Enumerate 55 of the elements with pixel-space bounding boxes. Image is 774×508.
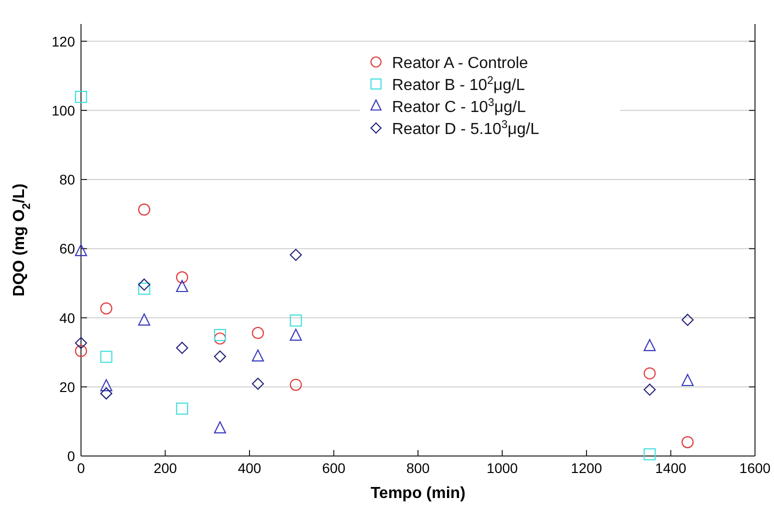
point <box>682 436 694 448</box>
point <box>100 387 112 400</box>
legend-label: Reator D - 5.10$^{3}$μg/L <box>392 119 540 138</box>
point <box>290 378 302 391</box>
y-tick-label: 20 <box>59 378 76 395</box>
point <box>74 344 88 357</box>
legend-label: Reator C - 10$^{3}$μg/L <box>392 97 526 116</box>
y-tick-label: 120 <box>52 33 76 50</box>
legend-label: Reator B - 10$^{2}$μg/L <box>392 75 525 94</box>
point <box>74 336 88 350</box>
y-tick-label: 80 <box>59 172 76 188</box>
point <box>176 280 188 292</box>
x-tick-label: 400 <box>238 460 262 476</box>
point <box>176 342 188 354</box>
point <box>176 271 188 284</box>
point <box>290 328 302 341</box>
legend-label: Reator A - Controle <box>392 55 528 72</box>
point <box>644 448 656 460</box>
x-tick-label: 1000 <box>486 460 518 476</box>
y-tick-label: 60 <box>59 240 76 257</box>
point <box>100 350 112 363</box>
point <box>644 367 656 380</box>
x-tick-label: 0 <box>77 460 86 476</box>
point <box>74 90 88 103</box>
y-tick-label: 100 <box>52 102 76 118</box>
x-tick-label: 1400 <box>655 460 687 476</box>
y-tick-label: 40 <box>59 310 76 326</box>
x-tick-label: 1600 <box>739 460 771 476</box>
point <box>290 314 302 327</box>
point <box>644 339 656 352</box>
point <box>290 248 302 261</box>
x-tick-label: 600 <box>322 460 346 476</box>
point <box>100 302 112 314</box>
point <box>214 350 226 363</box>
point <box>252 378 264 390</box>
x-axis-title: Tempo (min) <box>370 485 466 502</box>
point <box>100 379 112 392</box>
point <box>74 244 88 256</box>
point <box>214 328 226 342</box>
x-tick-label: 800 <box>406 460 430 476</box>
point <box>138 204 150 216</box>
x-tick-label: 200 <box>154 460 178 476</box>
point <box>682 314 694 326</box>
point <box>214 332 226 345</box>
point <box>252 349 264 362</box>
y-tick-label: 0 <box>67 448 76 464</box>
point <box>138 313 150 326</box>
point <box>214 421 226 434</box>
point <box>176 402 188 415</box>
point <box>138 282 150 295</box>
x-tick-label: 1200 <box>570 460 602 476</box>
point <box>252 326 264 340</box>
point <box>644 384 656 396</box>
point <box>138 278 150 291</box>
point <box>682 374 694 386</box>
